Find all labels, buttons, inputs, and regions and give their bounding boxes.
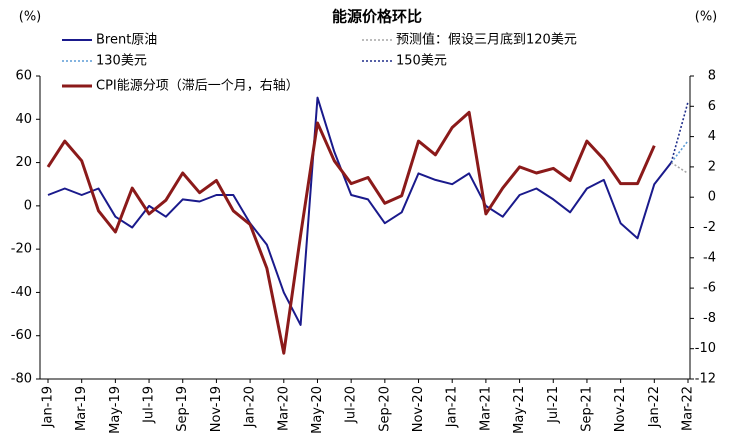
y2-tick-label: -10 <box>695 341 716 356</box>
y2-tick-label: 4 <box>708 129 716 144</box>
x-tick-label: Mar-21 <box>478 386 493 431</box>
x-tick-label: May-21 <box>512 386 527 434</box>
x-tick-label: Sep-20 <box>377 386 392 432</box>
y2-tick-label: -6 <box>703 281 716 296</box>
chart-title: 能源价格环比 <box>332 8 422 26</box>
x-tick-label: Jan-19 <box>41 386 56 428</box>
x-tick-label: Jan-21 <box>445 386 460 428</box>
y2-tick-label: 6 <box>708 99 716 114</box>
series-line <box>670 161 689 175</box>
x-tick-label: Jul-20 <box>344 386 359 424</box>
y-tick-label: -20 <box>11 242 32 257</box>
x-tick-label: Jul-19 <box>142 386 157 424</box>
y-tick-label: 40 <box>15 112 32 127</box>
y-tick-label: 0 <box>24 198 32 213</box>
x-tick-label: Nov-21 <box>613 386 628 432</box>
y2-axis-label: (%) <box>695 10 718 25</box>
y-axis-label: (%) <box>19 10 42 25</box>
legend-label: 预测值：假设三月底到120美元 <box>396 32 577 48</box>
x-tick-label: Nov-19 <box>209 386 224 432</box>
x-tick-label: Mar-20 <box>276 386 291 431</box>
y2-tick-label: -4 <box>703 250 716 265</box>
x-tick-label: Nov-20 <box>411 386 426 432</box>
x-tick-label: Sep-21 <box>579 386 594 432</box>
x-tick-label: Mar-19 <box>74 386 89 431</box>
y2-tick-label: 0 <box>708 190 716 205</box>
series-line <box>46 110 656 355</box>
y-tick-label: -60 <box>11 328 32 343</box>
y-tick-label: -40 <box>11 285 32 300</box>
x-tick-label: Jan-22 <box>647 386 662 428</box>
x-tick-label: Jan-20 <box>243 386 258 428</box>
legend-label: CPI能源分项（滞后一个月，右轴） <box>96 79 299 94</box>
x-tick-label: May-20 <box>310 386 325 434</box>
x-tick-label: Jul-21 <box>546 386 561 424</box>
y2-tick-label: 2 <box>708 159 716 174</box>
y-tick-label: -80 <box>11 372 32 387</box>
y2-tick-label: -8 <box>703 311 716 326</box>
y2-tick-label: 8 <box>708 69 716 84</box>
y2-tick-label: -2 <box>703 220 716 235</box>
y-tick-label: 60 <box>15 69 32 84</box>
x-tick-label: Sep-19 <box>175 386 190 432</box>
series-line <box>47 96 672 326</box>
legend-label: 130美元 <box>96 54 147 69</box>
x-tick-label: Mar-22 <box>681 386 696 431</box>
legend-label: 150美元 <box>396 54 447 69</box>
y-tick-label: 20 <box>15 155 32 170</box>
series-line <box>670 140 689 164</box>
series-line <box>670 101 689 163</box>
legend-label: Brent原油 <box>96 33 157 48</box>
y2-tick-label: -12 <box>695 372 716 387</box>
x-tick-label: May-19 <box>108 386 123 434</box>
